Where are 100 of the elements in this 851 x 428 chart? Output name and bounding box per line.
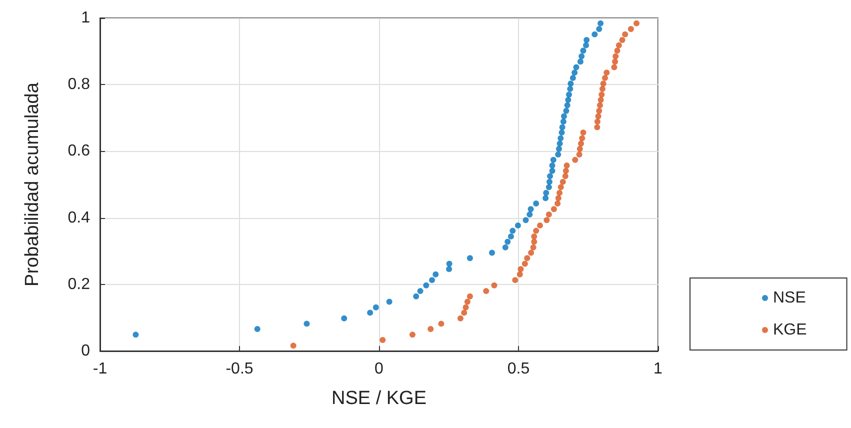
point — [584, 36, 590, 43]
point — [549, 168, 556, 174]
point — [546, 211, 552, 218]
point — [566, 92, 572, 98]
point — [596, 102, 603, 108]
point — [576, 152, 582, 158]
point — [602, 74, 608, 81]
point — [502, 244, 508, 250]
point — [558, 135, 564, 142]
point — [510, 228, 516, 234]
point — [446, 266, 452, 272]
point — [555, 152, 562, 158]
y-tick-label: 0.8 — [68, 76, 90, 94]
point — [572, 156, 578, 163]
point — [568, 80, 574, 87]
point — [579, 135, 586, 142]
y-tick-label: 0.2 — [68, 276, 90, 293]
y-axis-title: Probabilidad acumulada — [22, 82, 43, 286]
x-tick-label: -0.5 — [226, 360, 254, 378]
point — [563, 108, 570, 114]
point — [522, 260, 528, 267]
point — [446, 260, 452, 267]
point — [570, 74, 576, 81]
point — [604, 70, 610, 76]
point — [516, 271, 523, 278]
point — [380, 337, 386, 344]
point — [560, 118, 566, 125]
point — [543, 190, 550, 196]
point — [386, 298, 392, 305]
point — [556, 140, 563, 147]
point — [556, 190, 563, 196]
point — [533, 228, 540, 234]
point — [547, 173, 554, 180]
point — [466, 293, 473, 300]
point — [461, 310, 468, 316]
x-tick-label: 0.5 — [507, 360, 530, 378]
x-tick-label: 1 — [654, 360, 663, 378]
point — [464, 298, 470, 305]
point — [583, 42, 590, 48]
point — [132, 332, 139, 338]
point — [622, 31, 628, 38]
point — [423, 282, 430, 288]
point — [466, 255, 473, 262]
point — [612, 53, 619, 60]
legend-label: NSE — [773, 290, 806, 306]
point — [533, 200, 540, 206]
point — [612, 58, 618, 65]
y-tick-label: 0 — [81, 342, 90, 360]
point — [578, 53, 585, 60]
point — [304, 320, 310, 327]
point — [512, 277, 518, 284]
point — [560, 178, 566, 185]
point — [518, 266, 524, 272]
point — [580, 48, 586, 54]
point — [546, 184, 552, 190]
point — [594, 118, 600, 125]
point — [413, 293, 420, 300]
point — [536, 222, 543, 228]
point — [549, 162, 556, 169]
point — [556, 146, 562, 152]
point — [417, 288, 424, 294]
point — [546, 178, 552, 185]
point — [428, 326, 434, 332]
point — [611, 64, 618, 70]
point — [595, 113, 602, 120]
point — [514, 222, 521, 228]
point — [550, 206, 557, 212]
point — [409, 332, 416, 338]
legend-label: KGE — [773, 322, 807, 338]
point — [526, 211, 533, 218]
point — [524, 255, 530, 262]
point — [572, 70, 578, 76]
point — [504, 238, 511, 245]
point — [367, 310, 374, 316]
point — [577, 58, 584, 65]
point — [554, 200, 561, 206]
x-tick-label: 0 — [374, 360, 384, 378]
point — [578, 140, 584, 147]
point — [560, 113, 567, 120]
point — [599, 86, 606, 92]
point — [491, 282, 498, 288]
y-tick-label: 0.4 — [68, 209, 90, 226]
point — [634, 20, 640, 26]
point — [558, 184, 564, 190]
point — [290, 342, 296, 349]
point — [564, 162, 570, 169]
point — [531, 233, 538, 240]
point — [438, 320, 444, 327]
point — [483, 288, 490, 294]
point — [567, 86, 574, 92]
point — [528, 206, 534, 212]
point — [573, 64, 580, 70]
point — [432, 271, 439, 278]
point — [598, 92, 605, 98]
point — [596, 26, 602, 32]
point — [489, 250, 495, 256]
point — [555, 195, 562, 202]
point — [544, 217, 550, 224]
point — [596, 108, 602, 114]
x-tick-label: -1 — [92, 360, 108, 378]
